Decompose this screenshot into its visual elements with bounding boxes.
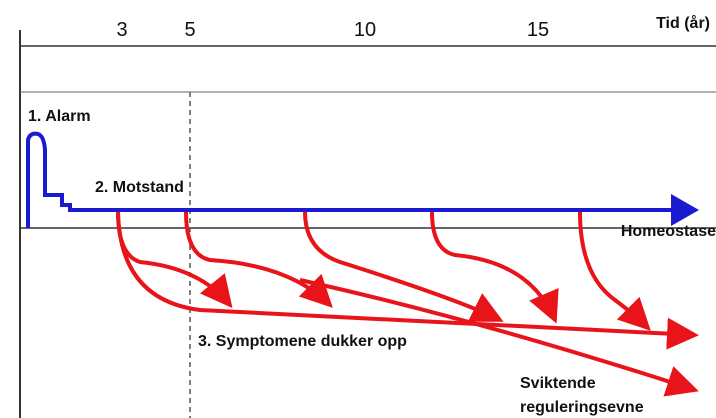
failing-label: reguleringsevne xyxy=(520,399,644,416)
tick-label: 5 xyxy=(184,19,195,41)
failing-label: Sviktende xyxy=(520,375,596,392)
alarm-label: 1. Alarm xyxy=(28,108,91,125)
tick-label: 3 xyxy=(116,19,127,41)
axis-label: Tid (år) xyxy=(656,14,710,32)
tick-label: 10 xyxy=(354,19,376,41)
resistance-label: 2. Motstand xyxy=(95,179,184,196)
symptoms-label: 3. Symptomene dukker opp xyxy=(198,333,407,350)
homeostasis-line xyxy=(26,131,699,228)
symptom-curves xyxy=(116,211,699,397)
homeostasis-label: Homeostase xyxy=(621,223,716,240)
tick-label: 15 xyxy=(527,19,549,41)
